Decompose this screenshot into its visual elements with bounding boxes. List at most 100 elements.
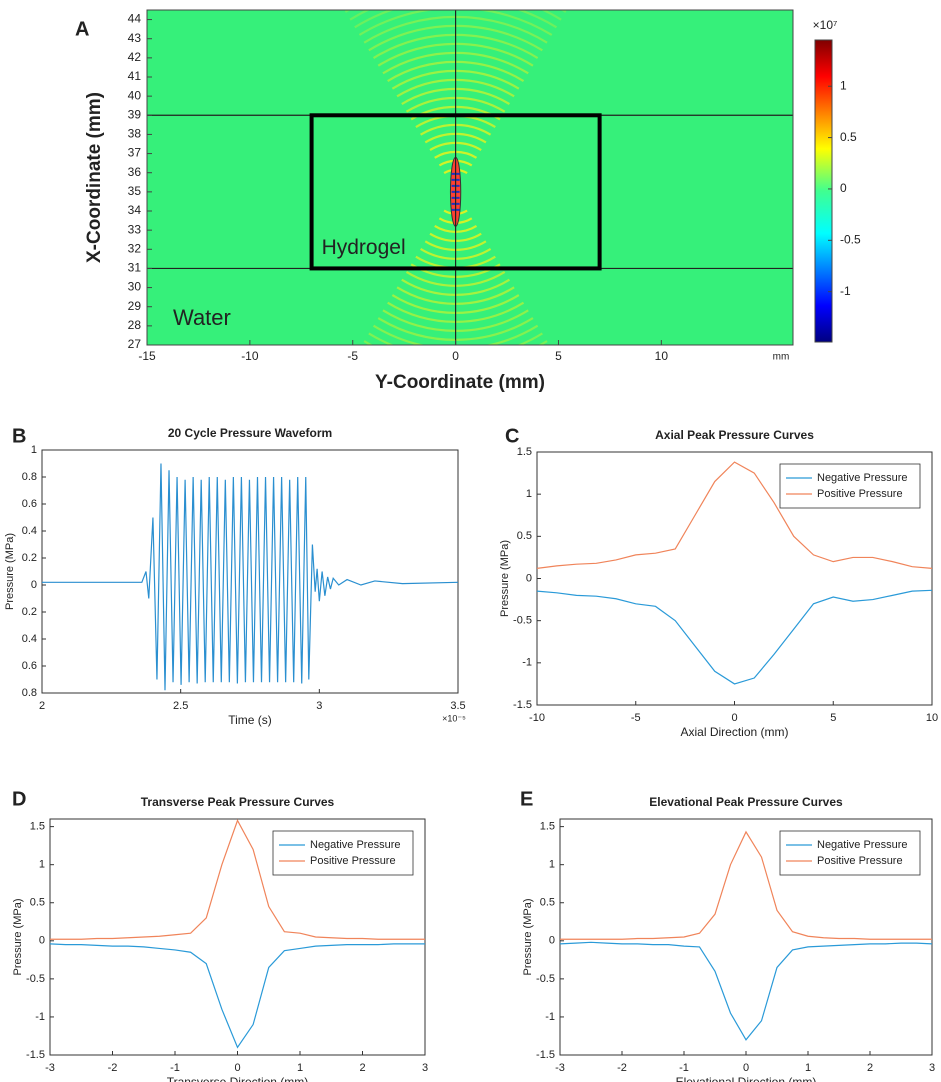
x-tick-label: 1 [805, 1062, 811, 1074]
x-axis-label: Transverse Direction (mm) [167, 1075, 309, 1082]
x-exponent: ×10⁻⁵ [442, 713, 466, 723]
x-axis-label: Elevational Direction (mm) [676, 1075, 817, 1082]
colorbar [814, 39, 833, 343]
y-tick-label: 43 [128, 31, 142, 45]
data-line [536, 589, 933, 685]
colorbar-label: ×10⁷ [813, 18, 838, 32]
x-tick-label: 3 [422, 1062, 428, 1074]
legend-label: Negative Pressure [817, 839, 908, 851]
y-tick-label: -0.5 [536, 973, 555, 985]
x-tick-label: 2.5 [173, 700, 188, 712]
annotation: Water [173, 305, 231, 330]
legend-label: Positive Pressure [310, 855, 396, 867]
y-tick-label: 42 [128, 50, 142, 64]
y-tick-label: 0.4 [22, 633, 37, 645]
y-tick-label: 27 [128, 337, 142, 351]
legend-label: Negative Pressure [817, 472, 908, 484]
x-tick-label: 0 [731, 712, 737, 724]
y-tick-label: 1.5 [30, 821, 45, 833]
y-tick-label: 0 [31, 579, 37, 591]
y-tick-label: 1 [39, 859, 45, 871]
y-tick-label: 0.5 [30, 897, 45, 909]
y-tick-label: 0.5 [540, 897, 555, 909]
panel-letter: B [12, 425, 26, 447]
x-tick-label: 10 [655, 349, 669, 363]
x-axis-label: Y-Coordinate (mm) [375, 372, 545, 393]
y-tick-label: 0 [526, 572, 532, 584]
y-tick-label: -1.5 [513, 699, 532, 711]
y-tick-label: 1.5 [517, 446, 532, 458]
x-tick-label: -5 [631, 712, 641, 724]
y-tick-label: 0.5 [517, 530, 532, 542]
y-tick-label: 30 [128, 280, 142, 294]
data-line [560, 830, 932, 940]
x-tick-label: 5 [555, 349, 562, 363]
x-tick-label: 0 [234, 1062, 240, 1074]
y-tick-label: -0.5 [513, 615, 532, 627]
ripple [341, 0, 571, 4]
x-tick-label: -15 [138, 349, 156, 363]
colorbar-tick-label: 0 [840, 181, 847, 195]
data-line [42, 463, 459, 691]
legend-label: Negative Pressure [310, 839, 401, 851]
x-tick-label: 3 [929, 1062, 935, 1074]
y-axis-label: Pressure (MPa) [12, 898, 24, 975]
y-axis-label: Pressure (MPa) [4, 533, 16, 610]
x-tick-label: 2 [39, 700, 45, 712]
region-box [309, 113, 602, 271]
y-tick-label: 0.6 [22, 498, 37, 510]
data-line [536, 461, 933, 569]
y-tick-label: 1.5 [540, 821, 555, 833]
ripple [372, 324, 539, 345]
y-tick-label: -1 [35, 1011, 45, 1023]
ripple [331, 395, 580, 430]
y-tick-label: 32 [128, 241, 142, 255]
y-tick-label: -1 [545, 1011, 555, 1023]
colorbar-tick-label: 0.5 [840, 130, 857, 144]
y-tick-label: 31 [128, 261, 142, 275]
legend-box [272, 830, 414, 876]
plot-frame [146, 9, 794, 346]
y-tick-label: 38 [128, 127, 142, 141]
x-tick-label: -10 [529, 712, 545, 724]
colorbar-tick-label: -0.5 [840, 232, 861, 246]
y-tick-label: 33 [128, 222, 142, 236]
y-tick-label: 0.8 [22, 471, 37, 483]
chart-title: Axial Peak Pressure Curves [655, 428, 814, 442]
y-axis-label: Pressure (MPa) [522, 898, 534, 975]
y-tick-label: 29 [128, 299, 142, 313]
x-tick-label: -1 [679, 1062, 689, 1074]
colorbar-tick-label: -1 [840, 284, 851, 298]
y-tick-label: -0.5 [26, 973, 45, 985]
y-tick-label: 35 [128, 184, 142, 198]
x-tick-label: 0 [743, 1062, 749, 1074]
y-tick-label: 0 [549, 935, 555, 947]
x-tick-label: -5 [347, 349, 358, 363]
x-tick-label: -3 [45, 1062, 55, 1074]
chart-title: Elevational Peak Pressure Curves [649, 795, 843, 809]
chart-title: 20 Cycle Pressure Waveform [168, 426, 332, 440]
legend-label: Positive Pressure [817, 855, 903, 867]
panel-letter: C [505, 425, 519, 447]
x-axis-label: Time (s) [228, 713, 272, 727]
x-tick-label: 5 [830, 712, 836, 724]
y-tick-label: 1 [31, 444, 37, 456]
y-tick-label: 41 [128, 69, 142, 83]
x-unit: mm [773, 352, 790, 363]
y-tick-label: 36 [128, 165, 142, 179]
y-tick-label: -1.5 [26, 1049, 45, 1061]
panel-letter: D [12, 788, 26, 810]
legend-label: Positive Pressure [817, 488, 903, 500]
plot-frame [559, 818, 933, 1056]
y-tick-label: 34 [128, 203, 142, 217]
y-tick-label: 28 [128, 318, 142, 332]
x-tick-label: -1 [170, 1062, 180, 1074]
y-tick-label: 0.2 [22, 606, 37, 618]
y-tick-label: 0.6 [22, 660, 37, 672]
x-tick-label: 2 [359, 1062, 365, 1074]
legend-box [779, 463, 921, 509]
ripple [326, 402, 584, 438]
y-tick-label: 0.4 [22, 525, 37, 537]
x-axis-label: Axial Direction (mm) [680, 725, 788, 739]
y-tick-label: 40 [128, 88, 142, 102]
